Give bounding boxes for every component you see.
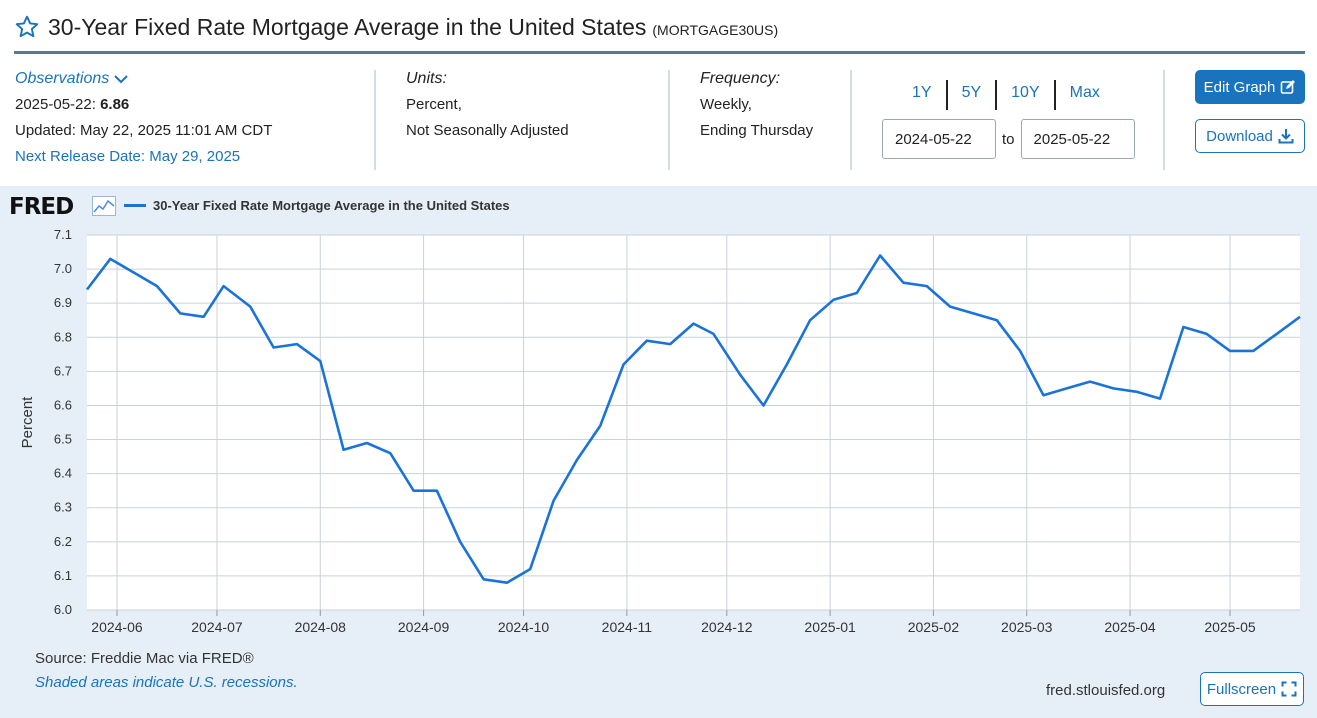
edit-icon [1281,80,1296,94]
updated-text: Updated: May 22, 2025 11:01 AM CDT [15,122,273,139]
x-tick-label: 2025-04 [1104,619,1156,635]
line-chart[interactable]: 6.0 6.1 6.2 6.3 6.4 6.5 6.6 6.7 6.8 6.9 7.0 7.1 2024… [0,186,1317,636]
fullscreen-icon [1281,681,1297,697]
to-label: to [1002,130,1015,148]
units-panel: Units: Percent, Not Seasonally Adjusted [406,66,569,144]
chevron-down-icon[interactable] [113,73,129,85]
fullscreen-label: Fullscreen [1206,680,1277,698]
y-tick-label: 6.8 [54,329,72,344]
latest-observation: 2025-05-22: 6.86 [15,92,272,118]
y-tick-label: 6.0 [54,602,72,617]
y-tick-label: 6.5 [54,432,72,447]
observations-toggle[interactable]: Observations [15,66,272,92]
x-tick-label: 2024-07 [191,619,243,635]
end-date-input[interactable] [1020,119,1135,159]
x-tick-label: 2024-09 [398,619,450,635]
y-tick-label: 6.6 [54,397,72,412]
range-1y-button[interactable]: 1Y [898,80,948,110]
x-tick-label: 2025-05 [1204,619,1256,635]
chart-legend: 30-Year Fixed Rate Mortgage Average in t… [124,198,510,213]
legend-label: 30-Year Fixed Rate Mortgage Average in t… [153,198,510,213]
observation-date: 2025-05-22: [15,96,96,113]
x-tick-label: 2024-08 [295,619,347,635]
title-row: 30-Year Fixed Rate Mortgage Average in t… [14,10,778,44]
units-label: Units: [406,70,447,87]
range-5y-button[interactable]: 5Y [948,80,998,110]
title-divider [14,51,1305,54]
page-title: 30-Year Fixed Rate Mortgage Average in t… [48,13,647,40]
x-tick-label: 2024-10 [498,619,550,635]
observations-panel: Observations 2025-05-22: 6.86 Updated: M… [15,66,272,170]
range-10y-button[interactable]: 10Y [997,80,1056,110]
y-tick-label: 7.1 [54,227,72,242]
series-line [85,254,1301,585]
frequency-line1: Weekly, [700,96,752,113]
y-tick-label: 6.3 [54,500,72,515]
y-tick-label: 6.7 [54,363,72,378]
divider [374,70,376,170]
download-button[interactable]: Download [1195,119,1305,153]
download-label: Download [1206,127,1273,145]
start-date-input[interactable] [882,119,996,159]
source-text: Source: Freddie Mac via FRED® [35,650,254,667]
x-tick-label: 2024-12 [701,619,753,635]
divider [668,70,670,170]
series-id: (MORTGAGE30US) [652,22,779,38]
observation-value: 6.86 [100,96,130,113]
divider [850,70,852,170]
range-selector: 1Y 5Y 10Y Max [898,80,1114,110]
legend-swatch [124,204,146,207]
edit-graph-button[interactable]: Edit Graph [1195,70,1305,104]
observations-label[interactable]: Observations [15,70,110,87]
y-tick-label: 6.2 [54,534,72,549]
units-line2: Not Seasonally Adjusted [406,122,569,139]
x-tick-label: 2024-06 [91,619,143,635]
download-icon [1278,129,1294,144]
frequency-panel: Frequency: Weekly, Ending Thursday [700,66,813,144]
divider [1163,70,1165,170]
y-axis-label: Percent [19,396,36,449]
site-url: fred.stlouisfed.org [1046,682,1166,699]
plot-area [87,235,1300,610]
star-icon[interactable] [14,14,40,40]
range-max-button[interactable]: Max [1069,84,1100,101]
graph-icon [92,196,116,216]
edit-graph-label: Edit Graph [1203,78,1276,96]
date-range: to [882,119,1135,159]
fred-logo: FRED [9,194,74,220]
units-line1: Percent, [406,96,462,113]
recession-note: Shaded areas indicate U.S. recessions. [35,674,298,691]
fullscreen-button[interactable]: Fullscreen [1200,672,1304,706]
next-release-date: Next Release Date: May 29, 2025 [15,148,241,165]
frequency-line2: Ending Thursday [700,122,814,139]
y-tick-label: 6.1 [54,568,72,583]
frequency-label: Frequency: [700,70,781,87]
x-tick-label: 2024-11 [602,619,653,635]
y-tick-label: 7.0 [54,261,72,276]
y-tick-label: 6.9 [54,295,72,310]
y-tick-label: 6.4 [54,466,72,481]
x-tick-label: 2025-02 [908,619,960,635]
chart-panel: 6.0 6.1 6.2 6.3 6.4 6.5 6.6 6.7 6.8 6.9 7.0 7.1 2024… [0,186,1317,718]
x-tick-label: 2025-03 [1001,619,1053,635]
x-tick-label: 2025-01 [804,619,856,635]
